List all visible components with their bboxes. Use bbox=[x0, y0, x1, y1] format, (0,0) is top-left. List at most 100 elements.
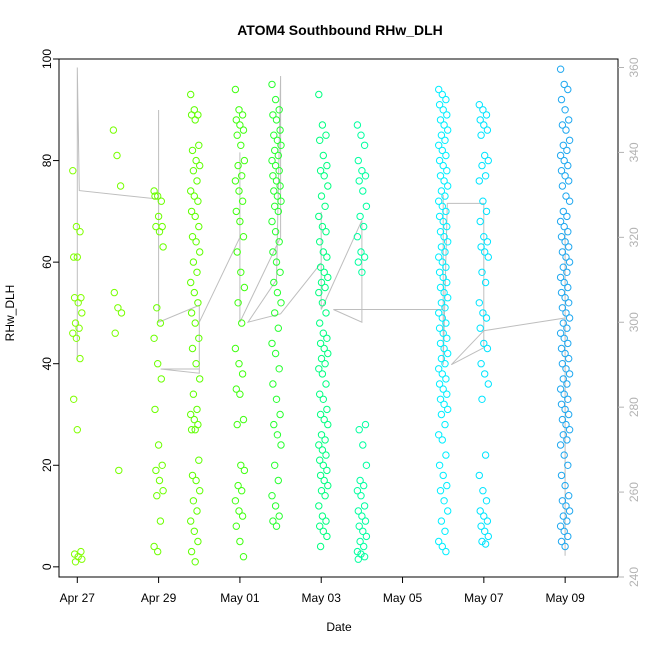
data-point bbox=[435, 537, 443, 546]
data-point bbox=[270, 131, 278, 139]
data-point bbox=[436, 116, 445, 124]
data-point bbox=[187, 517, 195, 525]
data-point bbox=[319, 527, 327, 535]
data-point bbox=[316, 263, 325, 271]
data-point bbox=[152, 222, 160, 231]
data-point bbox=[477, 131, 485, 139]
data-point bbox=[565, 243, 573, 251]
data-point bbox=[435, 461, 444, 469]
data-point bbox=[444, 294, 452, 302]
data-point bbox=[238, 111, 247, 119]
data-point bbox=[196, 161, 204, 170]
data-point bbox=[277, 441, 285, 449]
data-point bbox=[269, 248, 277, 256]
data-point bbox=[439, 385, 447, 393]
secondary-series-line bbox=[76, 67, 566, 556]
data-point bbox=[191, 426, 199, 434]
data-point bbox=[192, 476, 200, 485]
data-point bbox=[563, 324, 571, 332]
data-point bbox=[561, 349, 569, 358]
data-point bbox=[439, 471, 447, 480]
data-point bbox=[436, 339, 445, 348]
data-point bbox=[356, 212, 364, 221]
data-point bbox=[274, 207, 282, 216]
data-point bbox=[236, 537, 244, 546]
data-point bbox=[316, 167, 325, 175]
data-point bbox=[565, 354, 573, 363]
data-point bbox=[187, 547, 196, 556]
data-point bbox=[76, 228, 84, 236]
data-point bbox=[564, 532, 572, 541]
data-point bbox=[275, 167, 283, 175]
data-point bbox=[440, 344, 448, 353]
data-point bbox=[71, 319, 80, 327]
data-point bbox=[191, 116, 199, 124]
data-point bbox=[441, 420, 449, 429]
data-point bbox=[154, 441, 163, 449]
data-point bbox=[565, 258, 574, 266]
data-point bbox=[360, 542, 368, 551]
data-point bbox=[360, 502, 369, 510]
data-point bbox=[362, 461, 371, 469]
data-point bbox=[444, 238, 452, 246]
data-point bbox=[360, 481, 368, 490]
data-point bbox=[187, 90, 195, 99]
data-point bbox=[233, 248, 241, 256]
data-point bbox=[270, 420, 278, 429]
data-point bbox=[319, 151, 327, 160]
data-point bbox=[357, 248, 365, 256]
data-point bbox=[437, 410, 446, 419]
data-point bbox=[324, 420, 332, 429]
data-point bbox=[194, 537, 202, 546]
data-point bbox=[187, 426, 196, 434]
data-point bbox=[75, 324, 83, 332]
data-point bbox=[477, 360, 485, 368]
data-point bbox=[192, 360, 200, 368]
data-point bbox=[192, 156, 200, 165]
data-point bbox=[476, 116, 484, 124]
data-point bbox=[564, 395, 572, 403]
data-point bbox=[272, 395, 281, 403]
data-point bbox=[196, 487, 204, 495]
data-point bbox=[437, 131, 446, 139]
data-point bbox=[359, 187, 367, 195]
data-point bbox=[323, 405, 331, 414]
data-point bbox=[439, 329, 447, 337]
data-point bbox=[232, 522, 241, 530]
data-point bbox=[195, 222, 203, 231]
data-point bbox=[361, 172, 370, 180]
data-point bbox=[484, 532, 492, 541]
data-point bbox=[320, 172, 328, 180]
y2-tick-label: 260 bbox=[627, 482, 641, 502]
data-point bbox=[70, 294, 79, 302]
data-point bbox=[159, 243, 167, 251]
data-point bbox=[484, 156, 492, 165]
data-point bbox=[353, 121, 362, 129]
data-point bbox=[482, 314, 491, 322]
data-point bbox=[70, 395, 78, 403]
data-point bbox=[318, 446, 327, 454]
data-point bbox=[238, 370, 247, 378]
data-point bbox=[189, 258, 198, 266]
data-point bbox=[443, 111, 451, 119]
data-point bbox=[238, 197, 247, 205]
data-point bbox=[482, 497, 491, 505]
data-point bbox=[436, 172, 445, 180]
data-point bbox=[556, 385, 565, 393]
data-point bbox=[563, 380, 571, 388]
data-point bbox=[484, 380, 492, 388]
data-point bbox=[481, 540, 490, 548]
data-point bbox=[188, 233, 197, 241]
data-point bbox=[481, 278, 490, 287]
data-point bbox=[72, 222, 81, 231]
data-point bbox=[316, 471, 325, 480]
data-point bbox=[481, 527, 489, 535]
data-point bbox=[196, 248, 204, 256]
data-point bbox=[441, 304, 449, 312]
data-point bbox=[443, 167, 451, 175]
y2-tick-label: 360 bbox=[627, 57, 641, 77]
data-point bbox=[276, 410, 284, 419]
data-point bbox=[192, 238, 200, 246]
data-point bbox=[187, 309, 196, 317]
data-point bbox=[71, 558, 80, 566]
